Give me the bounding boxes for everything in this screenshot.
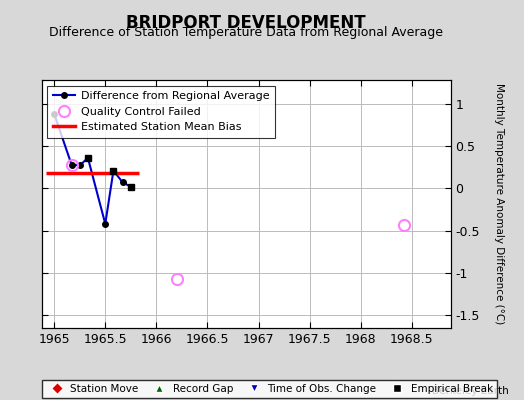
Text: Berkeley Earth: Berkeley Earth: [432, 386, 508, 396]
Text: Difference of Station Temperature Data from Regional Average: Difference of Station Temperature Data f…: [49, 26, 443, 39]
Legend: Difference from Regional Average, Quality Control Failed, Estimated Station Mean: Difference from Regional Average, Qualit…: [48, 86, 275, 138]
Legend: Station Move, Record Gap, Time of Obs. Change, Empirical Break: Station Move, Record Gap, Time of Obs. C…: [42, 380, 497, 398]
Text: BRIDPORT DEVELOPMENT: BRIDPORT DEVELOPMENT: [126, 14, 366, 32]
Y-axis label: Monthly Temperature Anomaly Difference (°C): Monthly Temperature Anomaly Difference (…: [494, 83, 504, 325]
